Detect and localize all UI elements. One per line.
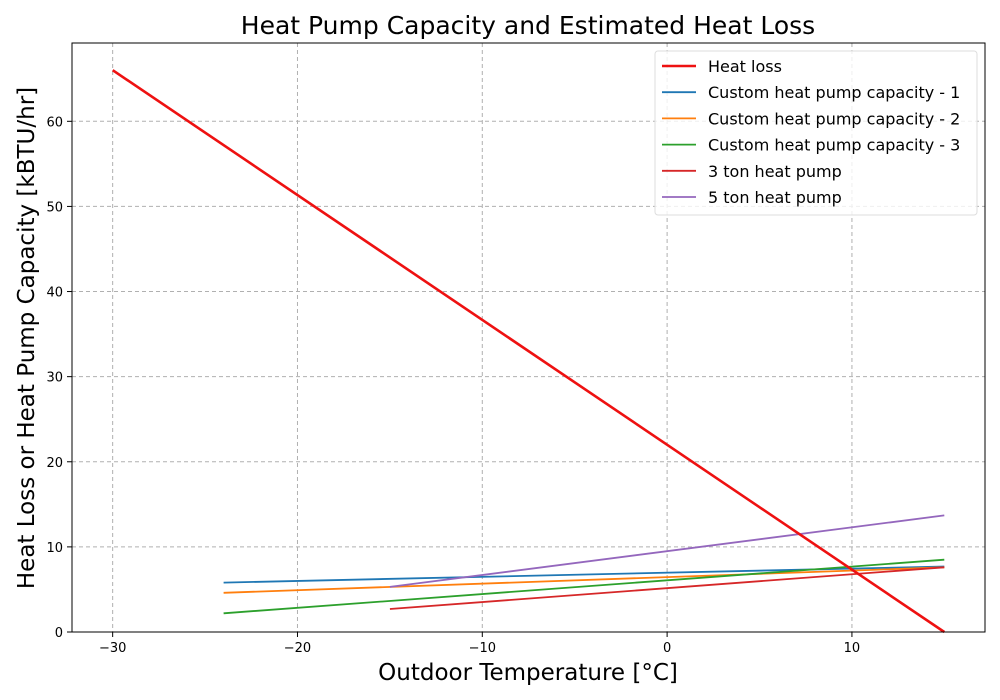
legend: Heat loss Custom heat pump capacity - 1 Cu… [654, 50, 978, 216]
y-tick-label: 20 [46, 456, 63, 471]
x-tick-label: −10 [469, 641, 496, 656]
x-tick-label: −30 [99, 641, 126, 656]
legend-label: Custom heat pump capacity - 2 [708, 109, 960, 128]
axis-ticks: −30 −20 −10 0 10 0 10 20 30 40 50 60 [46, 115, 860, 656]
x-tick-label: 0 [663, 641, 671, 656]
series-lines [111, 69, 946, 634]
plot-frame [71, 42, 986, 633]
legend-label: Custom heat pump capacity - 3 [708, 136, 960, 155]
y-axis-title: Heat Loss or Heat Pump Capacity [kBTU/hr… [14, 87, 40, 589]
x-axis-title: Outdoor Temperature [°C] [378, 660, 678, 686]
y-tick-label: 50 [46, 200, 63, 215]
chart-title: Heat Pump Capacity and Estimated Heat Lo… [241, 11, 815, 40]
y-tick-label: 10 [46, 541, 63, 556]
y-tick-label: 0 [55, 626, 63, 641]
series-line-2 [223, 566, 945, 594]
x-tick-label: 10 [844, 641, 861, 656]
legend-items: Heat loss Custom heat pump capacity - 1 Cu… [662, 57, 960, 207]
legend-label: Heat loss [708, 57, 782, 76]
series-line-0 [111, 69, 946, 634]
series-line-4 [389, 566, 945, 610]
y-tick-label: 60 [46, 115, 63, 130]
y-tick-label: 30 [46, 371, 63, 386]
series-line-3 [223, 558, 945, 615]
legend-label: 5 ton heat pump [708, 188, 842, 207]
legend-box [654, 50, 978, 216]
legend-label: Custom heat pump capacity - 1 [708, 83, 960, 102]
legend-label: 3 ton heat pump [708, 162, 842, 181]
x-tick-label: −20 [284, 641, 311, 656]
series-line-5 [389, 514, 945, 588]
y-tick-label: 40 [46, 286, 63, 301]
